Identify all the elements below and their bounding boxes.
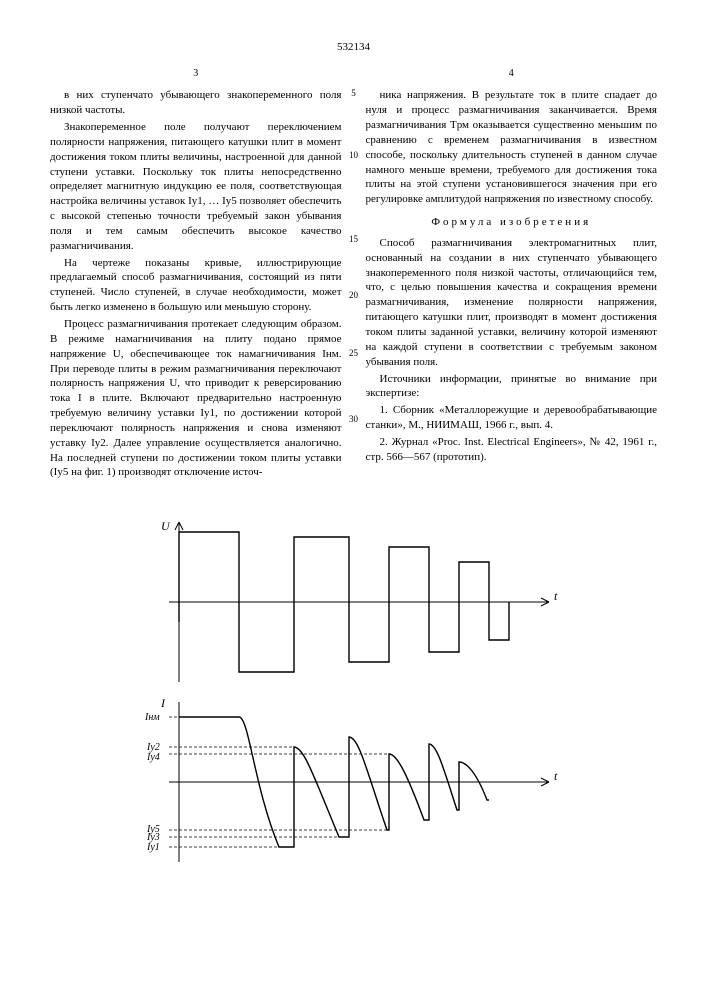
current-chart: I t Iнм Iу2 Iу4 Iу1 Iу3 Iу5 xyxy=(139,692,569,877)
paragraph: Знакопеременное поле получают переключен… xyxy=(50,120,342,254)
voltage-chart: U t xyxy=(139,512,569,692)
document-number: 532134 xyxy=(50,40,657,55)
paragraph: Процесс размагничивания протекает следую… xyxy=(50,317,342,480)
reference-item: 1. Сборник «Металлорежущие и деревообраб… xyxy=(366,403,658,433)
reference-item: 2. Журнал «Proc. Inst. Electrical Engine… xyxy=(366,435,658,465)
axis-label-x: t xyxy=(554,589,558,603)
tick-label: Iу4 xyxy=(146,752,160,763)
tick-label: Iу1 xyxy=(146,842,160,853)
paragraph: На чертеже показаны кривые, иллюстрирующ… xyxy=(50,256,342,315)
column-number-left: 3 xyxy=(50,67,342,81)
axis-label-x: t xyxy=(554,769,558,783)
line-number: 30 xyxy=(349,413,358,425)
tick-label: Iнм xyxy=(144,712,160,723)
paragraph: Способ размагничивания электромагнитных … xyxy=(366,236,658,370)
content-wrapper: 5 10 15 20 25 30 3 в них ступенчато убыв… xyxy=(50,67,657,482)
line-number: 15 xyxy=(349,233,358,245)
tick-label: Iу5 xyxy=(146,824,160,835)
right-column: 4 ника напряжения. В результате ток в пл… xyxy=(366,67,658,482)
paragraph: в них ступенчато убывающего знакоперемен… xyxy=(50,88,342,118)
formula-title: Формула изобретения xyxy=(366,215,658,230)
column-number-right: 4 xyxy=(366,67,658,81)
axis-label-y: U xyxy=(161,519,171,533)
sources-intro: Источники информации, принятые во вниман… xyxy=(366,372,658,402)
left-column: 3 в них ступенчато убывающего знакоперем… xyxy=(50,67,342,482)
line-number: 5 xyxy=(351,87,356,99)
line-number: 20 xyxy=(349,289,358,301)
figures-area: U t I t Iнм Iу2 Iу4 Iу1 Iу3 Iу5 xyxy=(50,512,657,877)
axis-label-y: I xyxy=(160,696,166,710)
paragraph: ника напряжения. В результате ток в плит… xyxy=(366,88,658,207)
line-number: 25 xyxy=(349,347,358,359)
line-number: 10 xyxy=(349,149,358,161)
